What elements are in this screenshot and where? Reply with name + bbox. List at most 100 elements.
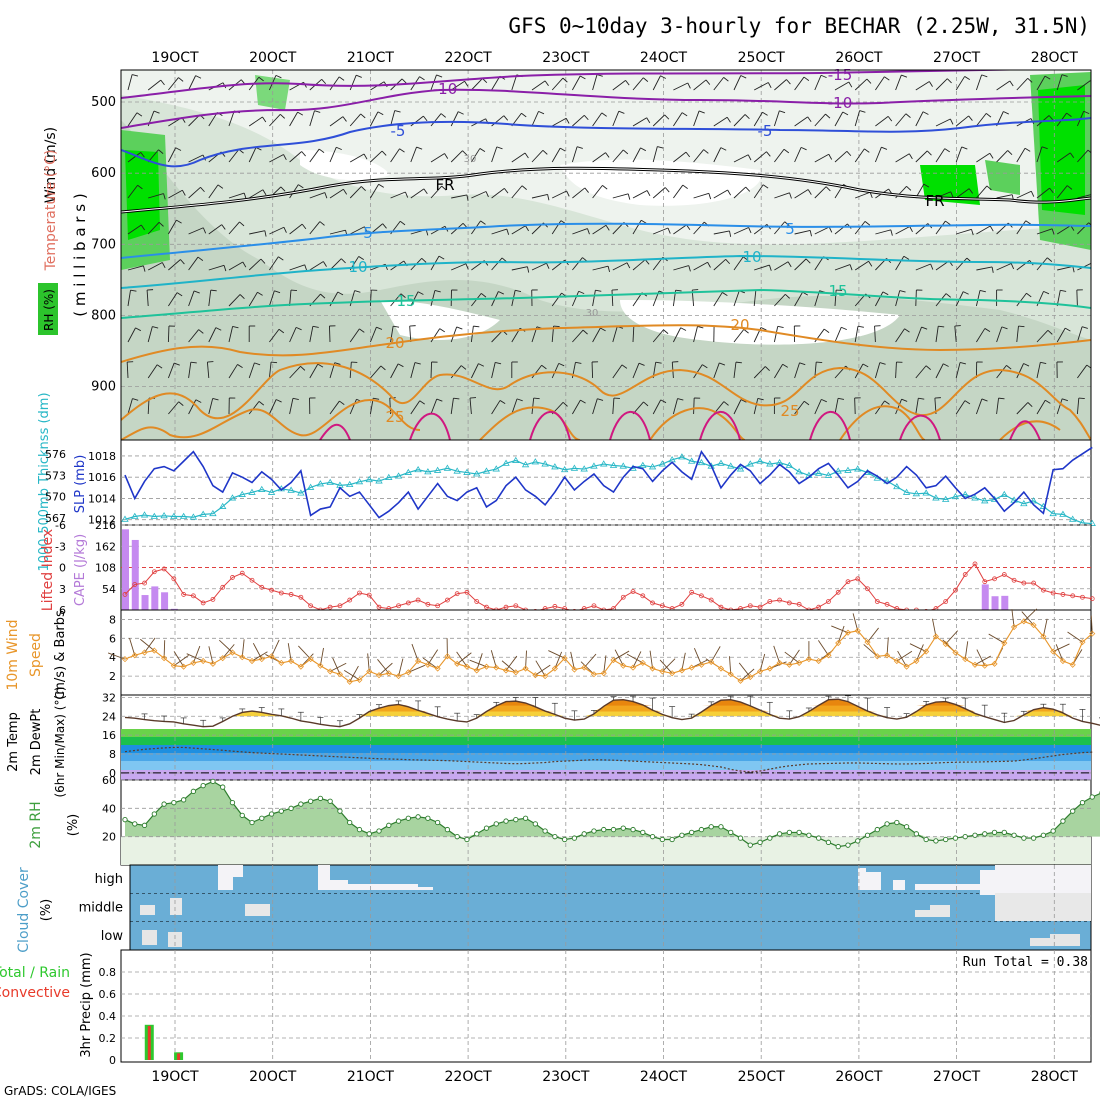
rh-point: [895, 820, 899, 824]
time-tick-label: 23OCT: [542, 50, 590, 66]
time-tick-label: 25OCT: [738, 1069, 786, 1085]
pressure-tick-label: 600: [91, 166, 116, 181]
cape-bar: [1001, 596, 1008, 610]
cloud-level-label: high: [95, 872, 123, 887]
wind-barb-flag: [1079, 398, 1085, 399]
rh-point: [973, 833, 977, 837]
isotherm-label: 25: [385, 408, 404, 426]
wind-barb: [431, 362, 432, 378]
precip-tick-label: 0.2: [99, 1032, 117, 1045]
rh-point: [504, 819, 508, 823]
cloud-block: [995, 865, 1091, 873]
precip-tick-label: 0.6: [99, 988, 117, 1001]
rh-point: [953, 836, 957, 840]
precip-tick-label: 0.4: [99, 1010, 117, 1023]
wind-tick-label: 2: [109, 670, 116, 683]
precip-unit: 3hr Precip (mm): [79, 952, 94, 1057]
rh-point: [592, 829, 596, 833]
rh-point: [260, 816, 264, 820]
wind-barb-flag: [1093, 194, 1094, 200]
rh-point: [494, 822, 498, 826]
cloud-block: [980, 870, 1091, 895]
temp-tick-label: 16: [102, 729, 116, 742]
cape-bar: [142, 595, 149, 610]
cloud-block: [170, 898, 182, 915]
wind-barb-flag: [816, 362, 822, 363]
wind-barb-flag: [271, 362, 277, 363]
rh-point: [650, 834, 654, 838]
rh-point: [719, 825, 723, 829]
cloud-level-label: middle: [79, 901, 123, 916]
rh-point: [865, 833, 869, 837]
rh-point: [904, 825, 908, 829]
slp-label: SLP (mb): [73, 455, 88, 514]
time-tick-label: 28OCT: [1031, 1069, 1079, 1085]
temp-tick-label: 32: [102, 691, 116, 704]
time-tick-label: 19OCT: [151, 50, 199, 66]
rh-point: [680, 833, 684, 837]
rh-point: [983, 832, 987, 836]
isotherm-label: 5: [363, 224, 373, 242]
pressure-tick-label: 500: [91, 95, 116, 110]
slp-tick-label: 1018: [88, 450, 116, 463]
rh-point: [455, 834, 459, 838]
rh-point: [1031, 836, 1035, 840]
rh-tick-label: 20: [102, 831, 116, 844]
time-tick-label: 22OCT: [445, 1069, 493, 1085]
rh-point: [826, 840, 830, 844]
isotherm-label: FR: [435, 176, 454, 194]
rh-point: [406, 816, 410, 820]
precip-label-b: Convective: [0, 985, 70, 1001]
rh-point: [533, 822, 537, 826]
rh-point: [377, 829, 381, 833]
temp-tick-label: 24: [102, 710, 116, 723]
time-tick-label: 27OCT: [933, 50, 981, 66]
cape-label: CAPE (J/kg): [73, 534, 88, 606]
cape-tick-label: 162: [95, 540, 116, 553]
cloud-label: Cloud Cover: [16, 867, 32, 953]
rh-point: [133, 822, 137, 826]
rh-point: [1041, 833, 1045, 837]
thickness-tick-label: 573: [45, 469, 66, 482]
isotherm-label: FR: [925, 192, 944, 210]
rh-point: [660, 837, 664, 841]
rh-point: [572, 836, 576, 840]
isotherm-label: 5: [785, 220, 795, 238]
cloud-block: [915, 884, 945, 890]
rh-point: [729, 830, 733, 834]
rh-point: [709, 825, 713, 829]
upper-units-label: ( m i l l i b a r s ): [71, 193, 89, 316]
time-tick-label: 21OCT: [347, 50, 395, 66]
rh-point: [924, 837, 928, 841]
cloud-level-label: low: [101, 929, 124, 944]
rh-point: [602, 827, 606, 831]
rh2m-unit: (%): [66, 814, 81, 837]
time-tick-label: 25OCT: [738, 50, 786, 66]
time-tick-label: 24OCT: [640, 1069, 688, 1085]
precip-tick-label: 0: [109, 1054, 116, 1067]
isotherm-label: -10: [433, 80, 458, 98]
rh-point: [992, 830, 996, 834]
rh-point: [181, 798, 185, 802]
rh-point: [221, 785, 225, 789]
slp-tick-label: 1016: [88, 471, 116, 484]
rh-point: [1061, 819, 1065, 823]
isotherm-label: 10: [742, 248, 761, 266]
chart-title: GFS 0~10day 3-hourly for BECHAR (2.25W, …: [508, 14, 1090, 38]
rh-point: [748, 843, 752, 847]
rh-point: [543, 829, 547, 833]
cape-bar: [151, 586, 158, 610]
cape-bar: [122, 529, 129, 610]
rh-point: [699, 827, 703, 831]
rh-point: [758, 840, 762, 844]
time-tick-label: 26OCT: [835, 1069, 883, 1085]
isotherm-label: 30: [586, 308, 599, 319]
rh-point: [963, 834, 967, 838]
wind-barb-flag: [1018, 326, 1024, 327]
li-tick-label: -3: [55, 540, 66, 553]
